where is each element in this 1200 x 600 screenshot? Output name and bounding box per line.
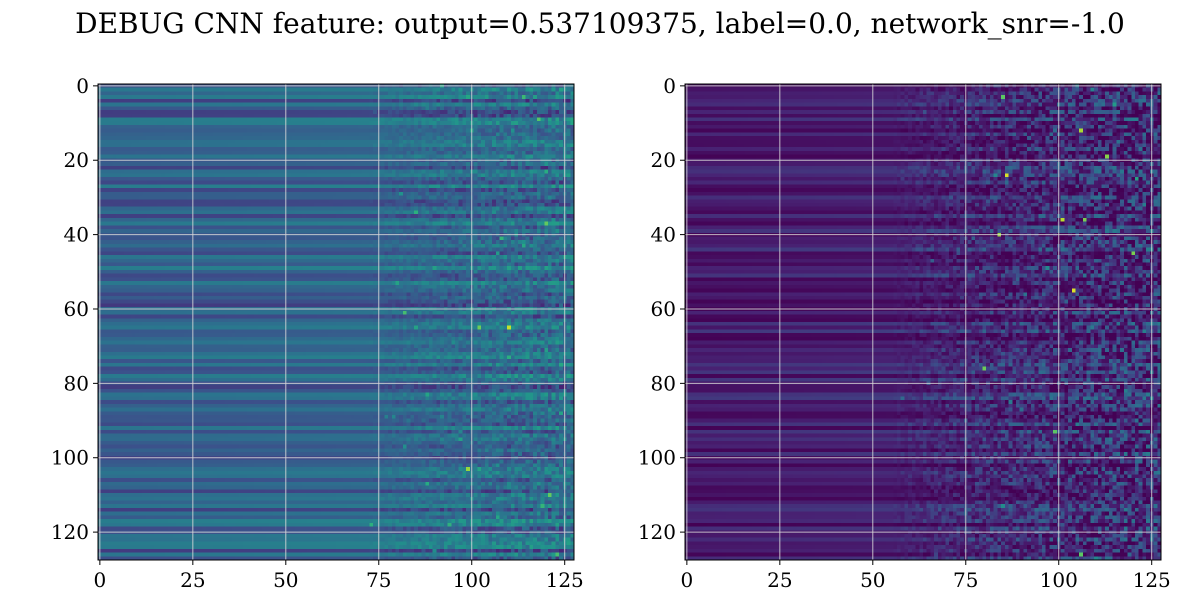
y-tick-label: 20 [651, 148, 676, 172]
x-tick-label: 25 [767, 568, 792, 592]
x-tick-label: 50 [860, 568, 885, 592]
y-tick-label: 80 [651, 371, 676, 395]
x-tick-label: 0 [680, 568, 693, 592]
axes-frame [684, 83, 1162, 561]
x-tick-label: 25 [180, 568, 205, 592]
y-tick-label: 60 [64, 297, 89, 321]
y-tick-label: 0 [663, 74, 676, 98]
x-tick-label: 100 [1040, 568, 1078, 592]
y-tick-label: 40 [64, 223, 89, 247]
y-tick-label: 120 [51, 520, 89, 544]
x-tick-label: 100 [453, 568, 491, 592]
x-tick-label: 75 [953, 568, 978, 592]
x-tick-label: 50 [273, 568, 298, 592]
axes-frame [97, 83, 575, 561]
heatmap-cells [98, 84, 574, 560]
y-tick-label: 120 [638, 520, 676, 544]
x-tick-label: 75 [366, 568, 391, 592]
y-tick-label: 20 [64, 148, 89, 172]
y-tick-label: 100 [51, 446, 89, 470]
x-tick-label: 125 [546, 568, 584, 592]
y-tick-label: 100 [638, 446, 676, 470]
figure-title: DEBUG CNN feature: output=0.537109375, l… [75, 7, 1125, 40]
x-tick-label: 125 [1133, 568, 1171, 592]
x-tick-label: 0 [93, 568, 106, 592]
y-tick-label: 0 [76, 74, 89, 98]
y-tick-label: 60 [651, 297, 676, 321]
heatmap-cells [685, 84, 1161, 560]
y-tick-label: 40 [651, 223, 676, 247]
y-tick-label: 80 [64, 371, 89, 395]
